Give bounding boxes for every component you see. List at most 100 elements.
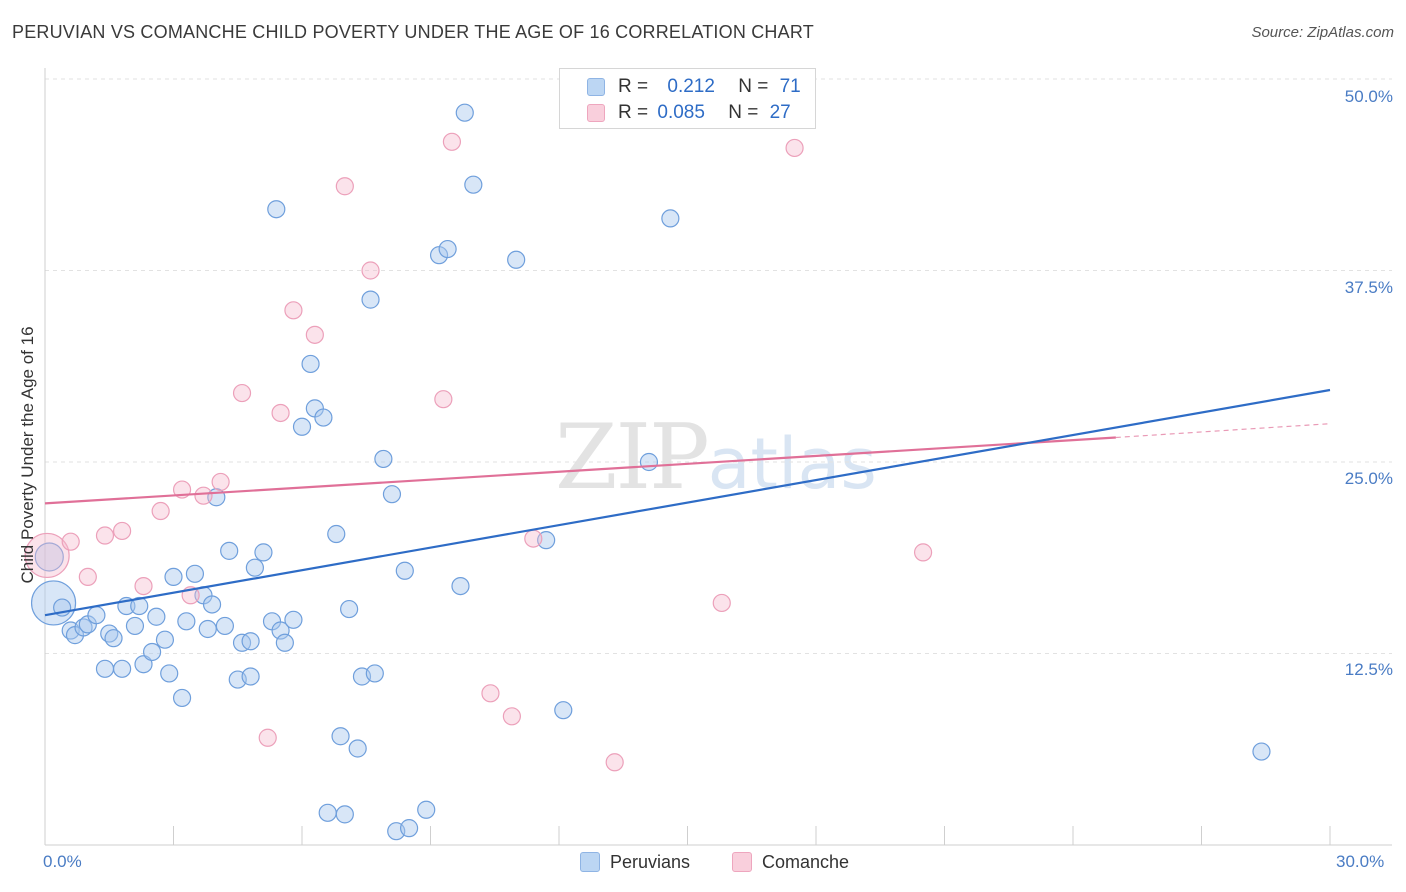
chart-title: PERUVIAN VS COMANCHE CHILD POVERTY UNDER… xyxy=(12,22,814,42)
comanche-points xyxy=(24,132,933,772)
peruvians-point-44 xyxy=(327,524,346,544)
peruvians-n-label: N = xyxy=(738,76,769,97)
comanche-point-1 xyxy=(61,532,80,551)
peruvians-point-47 xyxy=(340,599,359,619)
peruvians-point-27 xyxy=(215,616,234,636)
comanche-point-20 xyxy=(481,684,500,703)
watermark: ZIPatlas xyxy=(555,405,877,510)
legend-item-comanche: Comanche xyxy=(732,852,849,873)
comanche-trend-extension xyxy=(1115,423,1331,439)
peruvians-point-22 xyxy=(185,564,205,583)
peruvians-point-70 xyxy=(241,632,260,651)
comanche-point-12 xyxy=(258,728,277,747)
trend-lines xyxy=(44,388,1331,617)
axes xyxy=(44,68,1392,846)
peruvians-point-69 xyxy=(34,542,64,572)
peruvians-point-17 xyxy=(155,630,175,649)
comanche-point-9 xyxy=(194,486,213,505)
comanche-point-21 xyxy=(502,707,521,726)
peruvians-r-value: 0.212 xyxy=(667,76,715,97)
peruvians-point-38 xyxy=(284,610,303,629)
comanche-point-19 xyxy=(442,132,462,151)
comanche-point-10 xyxy=(211,472,230,492)
peruvians-point-28 xyxy=(220,541,239,560)
comanche-point-23 xyxy=(605,753,624,772)
peruvians-point-35 xyxy=(267,200,286,219)
comanche-point-16 xyxy=(335,177,354,196)
peruvians-point-67 xyxy=(661,209,680,228)
comanche-point-3 xyxy=(95,526,115,545)
peruvians-point-25 xyxy=(202,595,222,614)
peruvians-point-7 xyxy=(95,659,115,678)
comanche-point-18 xyxy=(434,390,453,409)
watermark-zip: ZIP xyxy=(555,405,710,510)
peruvians-r-label: R = xyxy=(618,76,649,97)
peruvians-point-53 xyxy=(382,485,402,504)
comanche-point-15 xyxy=(305,325,324,344)
y-tick-12-5: 12.5% xyxy=(1344,660,1393,679)
peruvians-point-45 xyxy=(331,727,350,746)
peruvians-point-46 xyxy=(335,805,354,824)
peruvians-point-9 xyxy=(104,629,123,648)
peruvians-n-value: 71 xyxy=(779,76,801,97)
peruvians-point-42 xyxy=(314,408,333,427)
comanche-point-14 xyxy=(284,301,303,320)
peruvians-point-32 xyxy=(245,558,264,577)
peruvians-point-68 xyxy=(1252,742,1271,761)
comanche-r-value: 0.085 xyxy=(657,102,705,123)
peruvians-point-10 xyxy=(112,659,132,678)
peruvians-legend-swatch xyxy=(580,852,600,872)
peruvians-point-56 xyxy=(399,819,419,838)
peruvians-point-33 xyxy=(254,543,273,562)
peruvians-point-12 xyxy=(125,616,145,636)
x-tick-max: 30.0% xyxy=(1336,852,1385,871)
peruvians-point-20 xyxy=(172,688,192,708)
y-tick-50: 50.0% xyxy=(1344,87,1393,106)
peruvians-point-13 xyxy=(130,596,149,616)
peruvians-point-6 xyxy=(87,606,106,625)
comanche-point-2 xyxy=(78,567,97,587)
x-tick-min: 0.0% xyxy=(43,852,82,871)
peruvians-point-43 xyxy=(318,803,337,822)
peruvians-point-39 xyxy=(292,417,312,436)
peruvians-point-40 xyxy=(301,354,320,374)
peruvians-point-59 xyxy=(438,239,457,259)
stats-legend: R = 0.212 N = 71 R = 0.085 N = 27 xyxy=(559,68,816,129)
peruvians-point-15 xyxy=(142,642,162,662)
peruvians-trend-line xyxy=(44,388,1331,617)
peruvians-point-65 xyxy=(554,701,573,720)
comanche-point-24 xyxy=(712,593,731,613)
comanche-point-22 xyxy=(524,529,543,548)
peruvians-point-18 xyxy=(160,664,179,683)
peruvians-point-63 xyxy=(507,250,526,269)
comanche-trend-line xyxy=(44,436,1116,505)
peruvians-point-24 xyxy=(198,619,217,639)
peruvians-point-51 xyxy=(365,664,384,683)
comanche-legend-swatch xyxy=(732,852,752,872)
peruvians-point-57 xyxy=(417,800,436,819)
peruvians-point-50 xyxy=(361,290,380,309)
peruvians-point-48 xyxy=(348,739,367,758)
peruvians-point-62 xyxy=(464,175,483,194)
peruvians-point-66 xyxy=(639,452,659,472)
y-axis-label: Child Poverty Under the Age of 16 xyxy=(18,326,37,584)
comanche-n-label: N = xyxy=(728,102,759,123)
y-tick-37-5: 37.5% xyxy=(1344,278,1393,297)
peruvians-point-31 xyxy=(241,667,260,686)
comanche-point-26 xyxy=(913,543,933,562)
comanche-r-label: R = xyxy=(618,102,649,123)
comanche-swatch xyxy=(587,104,605,122)
peruvians-point-0 xyxy=(30,580,77,626)
comanche-point-4 xyxy=(112,521,132,541)
comanche-point-17 xyxy=(361,261,380,280)
comanche-point-13 xyxy=(271,403,290,423)
comanche-n-value: 27 xyxy=(769,102,791,123)
peruvians-point-52 xyxy=(374,449,393,469)
legend-item-peruvians: Peruvians xyxy=(580,852,690,873)
peruvians-point-60 xyxy=(451,576,470,596)
peruvians-point-21 xyxy=(177,612,196,631)
comanche-point-11 xyxy=(232,383,252,403)
peruvians-point-19 xyxy=(164,567,183,587)
peruvians-point-37 xyxy=(275,633,294,652)
